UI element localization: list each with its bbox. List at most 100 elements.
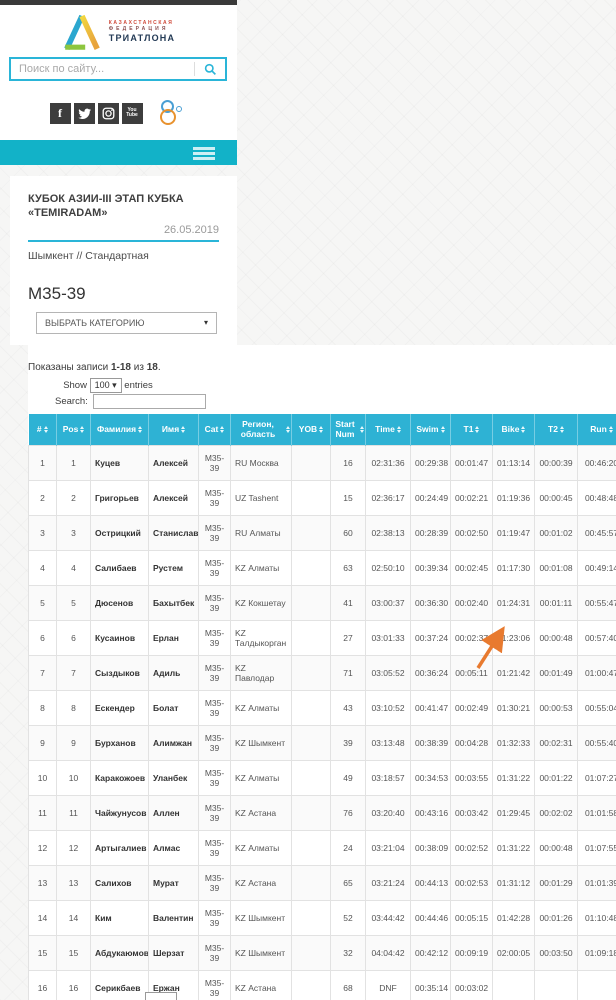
table-cell: 00:00:53 xyxy=(534,690,578,726)
table-cell xyxy=(291,760,331,796)
table-cell: 49 xyxy=(330,760,366,796)
table-cell: 01:19:36 xyxy=(492,480,535,516)
table-cell: 00:44:46 xyxy=(410,900,451,936)
table-cell: 5 xyxy=(28,585,57,621)
table-cell: 00:01:49 xyxy=(534,655,578,691)
table-cell: 00:39:34 xyxy=(410,550,451,586)
table-cell: Адиль xyxy=(148,655,199,691)
table-cell xyxy=(291,690,331,726)
table-cell: 02:38:13 xyxy=(365,515,411,551)
table-cell xyxy=(291,970,331,1000)
table-cell: M35-39 xyxy=(198,725,231,761)
table-cell: Бахытбек xyxy=(148,585,199,621)
table-cell: 16 xyxy=(56,970,91,1000)
table-cell: 00:05:15 xyxy=(450,900,493,936)
table-cell: Станислав xyxy=(148,515,199,551)
table-cell: 01:31:22 xyxy=(492,760,535,796)
table-cell: 01:09:18 xyxy=(577,935,616,971)
table-cell: 01:01:39 xyxy=(577,865,616,901)
table-cell: Уланбек xyxy=(148,760,199,796)
column-header[interactable]: T2 xyxy=(534,414,578,446)
column-header[interactable]: Cat xyxy=(198,414,231,446)
show-label: Show xyxy=(63,380,87,391)
table-cell: 10 xyxy=(28,760,57,796)
table-cell: KZ Алматы xyxy=(230,830,292,866)
rings-logo-icon[interactable] xyxy=(158,100,188,126)
table-cell: 01:17:30 xyxy=(492,550,535,586)
table-cell: 00:28:39 xyxy=(410,515,451,551)
sort-icon xyxy=(220,425,225,433)
table-cell: 39 xyxy=(330,725,366,761)
table-cell: 52 xyxy=(330,900,366,936)
facebook-icon[interactable]: f xyxy=(49,102,71,124)
table-row: 2 2 Григорьев Алексей M35-39 UZ Tashent 15 02:3… xyxy=(28,480,616,516)
search-button[interactable] xyxy=(195,59,225,79)
table-cell: 00:00:45 xyxy=(534,480,578,516)
column-header[interactable]: T1 xyxy=(450,414,493,446)
logo-line-1: КАЗАХСТАНСКАЯ xyxy=(108,20,174,27)
table-cell: Ким xyxy=(90,900,149,936)
table-cell: 15 xyxy=(28,935,57,971)
twitter-icon[interactable] xyxy=(73,102,95,124)
column-header[interactable]: Регион, область xyxy=(230,414,292,446)
hamburger-menu-icon[interactable] xyxy=(193,147,215,162)
youtube-text-bottom: Tube xyxy=(126,112,138,118)
table-cell: M35-39 xyxy=(198,865,231,901)
logo-line-2: ФЕДЕРАЦИЯ xyxy=(108,26,169,33)
table-cell: 01:32:33 xyxy=(492,725,535,761)
table-cell: M35-39 xyxy=(198,690,231,726)
table-cell: Салихов xyxy=(90,865,149,901)
entries-label: entries xyxy=(124,380,153,391)
table-cell: 10 xyxy=(56,760,91,796)
table-cell: 15 xyxy=(56,935,91,971)
table-cell: 00:02:50 xyxy=(450,515,493,551)
column-header[interactable]: Start Num xyxy=(330,414,366,446)
table-cell: RU Москва xyxy=(230,445,292,481)
category-select-value: ВЫБРАТЬ КАТЕГОРИЮ xyxy=(45,317,145,328)
show-entries-select[interactable]: 100 ▾ xyxy=(89,378,122,393)
column-header[interactable]: Фамилия xyxy=(90,414,149,446)
instagram-icon[interactable] xyxy=(97,102,119,124)
table-row: 11 11 Чайжунусов Аллен M35-39 KZ Астана 76 03:2… xyxy=(28,795,616,831)
column-header[interactable]: Имя xyxy=(148,414,199,446)
table-cell: 5 xyxy=(56,585,91,621)
table-cell: Валентин xyxy=(148,900,199,936)
column-header[interactable]: Pos xyxy=(56,414,91,446)
table-cell: 00:03:50 xyxy=(534,935,578,971)
column-header[interactable]: Time xyxy=(365,414,411,446)
table-cell: 00:02:52 xyxy=(450,830,493,866)
table-cell xyxy=(291,620,331,656)
search-input[interactable] xyxy=(11,63,194,75)
table-cell: Салибаев xyxy=(90,550,149,586)
category-select[interactable]: ВЫБРАТЬ КАТЕГОРИЮ ▾ xyxy=(36,311,217,334)
table-row: 14 14 Ким Валентин M35-39 KZ Шымкент 52 03:44:4… xyxy=(28,900,616,936)
table-cell: 41 xyxy=(330,585,366,621)
column-header[interactable]: YOB xyxy=(291,414,331,446)
table-cell: M35-39 xyxy=(198,795,231,831)
column-header[interactable]: Swim xyxy=(410,414,451,446)
table-header-row: # Pos Фамилия Имя Cat Регион, область YOB Start… xyxy=(28,414,616,446)
table-cell xyxy=(291,585,331,621)
table-search-control: Search: xyxy=(55,394,206,409)
table-cell: 03:05:52 xyxy=(365,655,411,691)
sort-icon xyxy=(286,426,290,433)
site-logo[interactable]: КАЗАХСТАНСКАЯ ФЕДЕРАЦИЯ ТРИАТЛОНА xyxy=(0,11,237,53)
table-cell: 00:01:29 xyxy=(534,865,578,901)
table-cell: 27 xyxy=(330,620,366,656)
table-cell: 00:02:21 xyxy=(450,480,493,516)
table-search-input[interactable] xyxy=(92,394,206,409)
youtube-icon[interactable]: You Tube xyxy=(121,102,143,124)
table-cell: Григорьев xyxy=(90,480,149,516)
table-cell: 01:24:31 xyxy=(492,585,535,621)
column-header[interactable]: # xyxy=(28,414,57,446)
table-cell: KZ Шымкент xyxy=(230,900,292,936)
table-cell: 01:13:14 xyxy=(492,445,535,481)
sort-icon xyxy=(360,426,364,433)
column-header[interactable]: Run xyxy=(577,414,616,446)
table-cell: M35-39 xyxy=(198,515,231,551)
column-header[interactable]: Bike xyxy=(492,414,535,446)
table-cell: 02:50:10 xyxy=(365,550,411,586)
bottom-show-select-cutoff[interactable] xyxy=(145,992,177,1000)
table-cell: 00:03:42 xyxy=(450,795,493,831)
table-cell: 00:29:38 xyxy=(410,445,451,481)
